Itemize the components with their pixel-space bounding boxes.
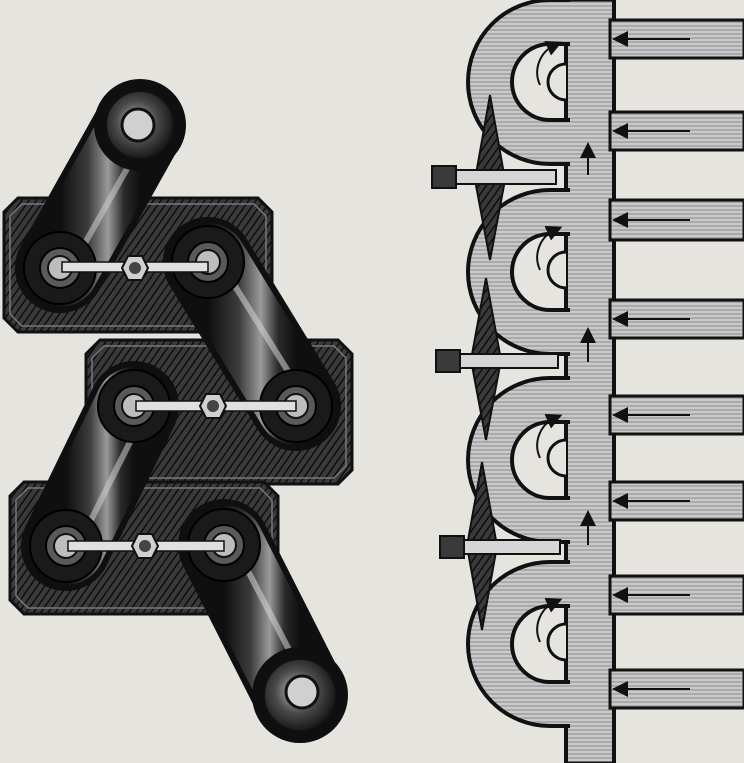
return-bend-1: [466, 0, 570, 166]
return-bend-2: [466, 188, 570, 356]
tube-end-cap-bottom: [252, 647, 348, 743]
tie-rod-middle: [135, 393, 297, 419]
tie-rod-top: [61, 255, 209, 281]
vertical-header: [564, 0, 616, 763]
right-sectional-view: [431, 0, 744, 763]
tie-rod-bottom: [67, 533, 225, 559]
flow-arrow-icon: [536, 225, 563, 271]
flange-icon: [435, 277, 559, 441]
flow-arrow-icon: [536, 413, 563, 459]
flow-arrow-icon: [536, 597, 563, 643]
flange-icon: [431, 94, 557, 261]
left-assembly: [2, 79, 354, 743]
flow-arrows: [536, 31, 690, 697]
return-bends: [466, 0, 570, 728]
return-bend-4: [466, 560, 570, 728]
flow-arrow-icon: [536, 40, 563, 86]
flange-icon: [439, 461, 561, 631]
flange-brackets: [431, 94, 561, 631]
horizontal-tubes: [608, 18, 744, 710]
tube-end-cap-top: [94, 79, 186, 171]
return-bend-3: [466, 376, 570, 544]
